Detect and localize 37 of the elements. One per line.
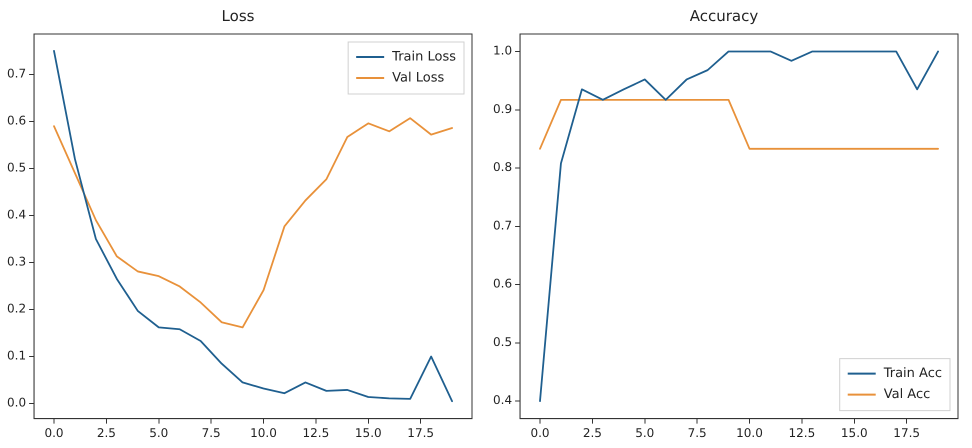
y-tick-label: 0.6 [492, 276, 512, 291]
y-tick-label: 1.0 [492, 44, 512, 58]
x-tick-label: 7.5 [202, 426, 221, 440]
x-tick-label: 10.0 [736, 426, 763, 440]
legend-label: Val Loss [392, 70, 444, 86]
x-tick-label: 5.0 [635, 426, 654, 440]
x-tick-label: 2.5 [582, 426, 602, 440]
x-tick-label: 15.0 [840, 426, 868, 440]
y-tick-label: 0.6 [6, 114, 26, 128]
y-tick-label: 0.2 [6, 302, 26, 316]
y-tick-label: 0.4 [492, 393, 512, 408]
x-tick-label: 7.5 [688, 426, 707, 440]
x-tick-label: 17.5 [407, 426, 434, 440]
x-tick-label: 15.0 [354, 426, 382, 440]
y-tick-label: 0.4 [6, 208, 26, 222]
x-tick-label: 17.5 [893, 426, 920, 440]
x-tick-label: 0.0 [44, 426, 64, 440]
legend-label: Val Acc [884, 386, 930, 402]
x-tick-label: 2.5 [96, 426, 116, 440]
y-tick-label: 0.0 [6, 396, 26, 410]
x-tick-label: 12.5 [302, 426, 330, 440]
y-tick-label: 0.9 [492, 102, 512, 116]
legend-label: Train Acc [882, 366, 942, 381]
legend-label: Train Loss [391, 49, 456, 64]
x-tick-label: 10.0 [250, 426, 277, 440]
chart-title: Accuracy [690, 6, 758, 25]
y-tick-label: 0.7 [492, 218, 512, 232]
y-tick-label: 0.8 [492, 160, 512, 174]
x-tick-label: 12.5 [788, 426, 816, 440]
y-tick-label: 0.7 [6, 66, 26, 81]
y-tick-label: 0.5 [6, 160, 26, 175]
x-tick-label: 5.0 [149, 426, 168, 440]
chart-title: Loss [222, 6, 255, 25]
x-tick-label: 0.0 [530, 426, 550, 440]
y-tick-label: 0.3 [6, 254, 26, 269]
y-tick-label: 0.5 [492, 334, 512, 349]
y-tick-label: 0.1 [6, 348, 26, 363]
